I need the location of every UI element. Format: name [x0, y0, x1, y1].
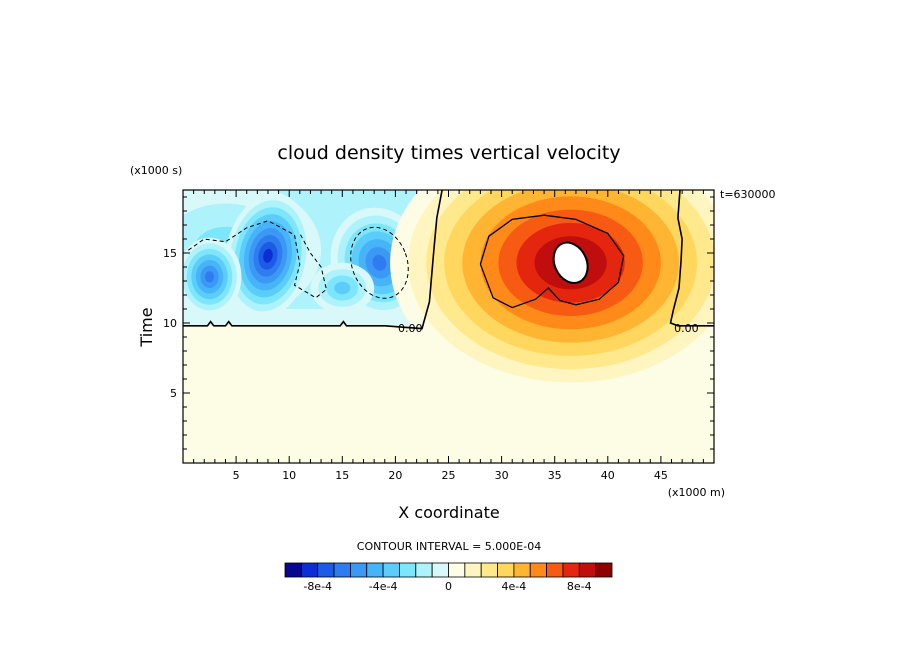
x-axis-units: (x1000 m) — [668, 486, 725, 499]
colorbar-swatch — [382, 562, 400, 578]
negative-cell-east — [372, 254, 387, 271]
y-axis-units: (x1000 s) — [130, 164, 182, 177]
colorbar-label: -4e-4 — [369, 580, 398, 593]
positive-contour-line — [479, 214, 625, 309]
colorbar-swatch — [529, 562, 548, 578]
colorbar-swatch — [448, 562, 466, 578]
chart-title: cloud density times vertical velocity — [277, 142, 620, 164]
colorbar-swatch — [300, 562, 319, 578]
negative-contour-line — [350, 226, 409, 299]
colorbar-swatch — [431, 562, 449, 578]
y-tick-label: 15 — [163, 247, 177, 260]
colorbar-swatch — [562, 562, 580, 578]
axis-ticks: 5 10 15 20 25 30 35 40 45 5 10 15 — [163, 190, 714, 482]
x-tick-label: 45 — [654, 469, 668, 482]
colorbar-swatch — [497, 562, 515, 578]
colorbar-label: 4e-4 — [502, 580, 527, 593]
y-tick-label: 10 — [163, 317, 177, 330]
negative-contour-line — [188, 220, 327, 299]
colorbar-swatch — [333, 562, 351, 578]
negative-cell-west — [263, 248, 273, 263]
colorbar-swatch — [415, 562, 433, 578]
negative-cell-edge — [204, 271, 215, 283]
y-tick-label: 5 — [170, 387, 177, 400]
colorbar-label: 0 — [445, 580, 452, 593]
contour-field — [183, 190, 714, 396]
colorbar-swatch — [464, 562, 482, 578]
colorbar-swatch — [366, 562, 384, 578]
contour-interval-text: CONTOUR INTERVAL = 5.000E-04 — [357, 540, 541, 553]
x-axis-label: X coordinate — [398, 503, 499, 522]
x-tick-label: 25 — [442, 469, 456, 482]
colorbar: -8e-4 -4e-4 0 4e-4 8e-4 — [284, 562, 613, 593]
colorbar-label: 8e-4 — [567, 580, 592, 593]
plot-area: 0.00 0.00 — [182, 189, 715, 464]
colorbar-swatch — [284, 562, 302, 578]
colorbar-swatch — [317, 562, 335, 578]
zero-contour-line — [669, 190, 714, 327]
colorbar-swatch — [578, 562, 597, 578]
colorbar-swatch — [595, 562, 613, 578]
x-tick-label: 10 — [282, 469, 296, 482]
colorbar-swatch — [349, 562, 368, 578]
contour-label: 0.00 — [674, 322, 699, 335]
positive-maximum-contour — [552, 241, 589, 284]
colorbar-label: -8e-4 — [303, 580, 332, 593]
zero-contour-line — [183, 190, 443, 330]
x-tick-label: 20 — [388, 469, 402, 482]
colorbar-swatch — [513, 562, 531, 578]
x-tick-label: 5 — [233, 469, 240, 482]
x-tick-label: 35 — [548, 469, 562, 482]
x-tick-label: 30 — [495, 469, 509, 482]
contour-lines — [183, 190, 714, 330]
time-stamp: t=630000 — [720, 188, 776, 201]
y-axis-label: Time — [137, 307, 156, 347]
colorbar-swatch — [480, 562, 498, 578]
negative-band — [334, 281, 351, 295]
contour-label: 0.00 — [398, 322, 423, 335]
x-tick-label: 15 — [335, 469, 349, 482]
colorbar-swatch — [399, 562, 417, 578]
colorbar-swatch — [546, 562, 564, 578]
x-tick-label: 40 — [601, 469, 615, 482]
